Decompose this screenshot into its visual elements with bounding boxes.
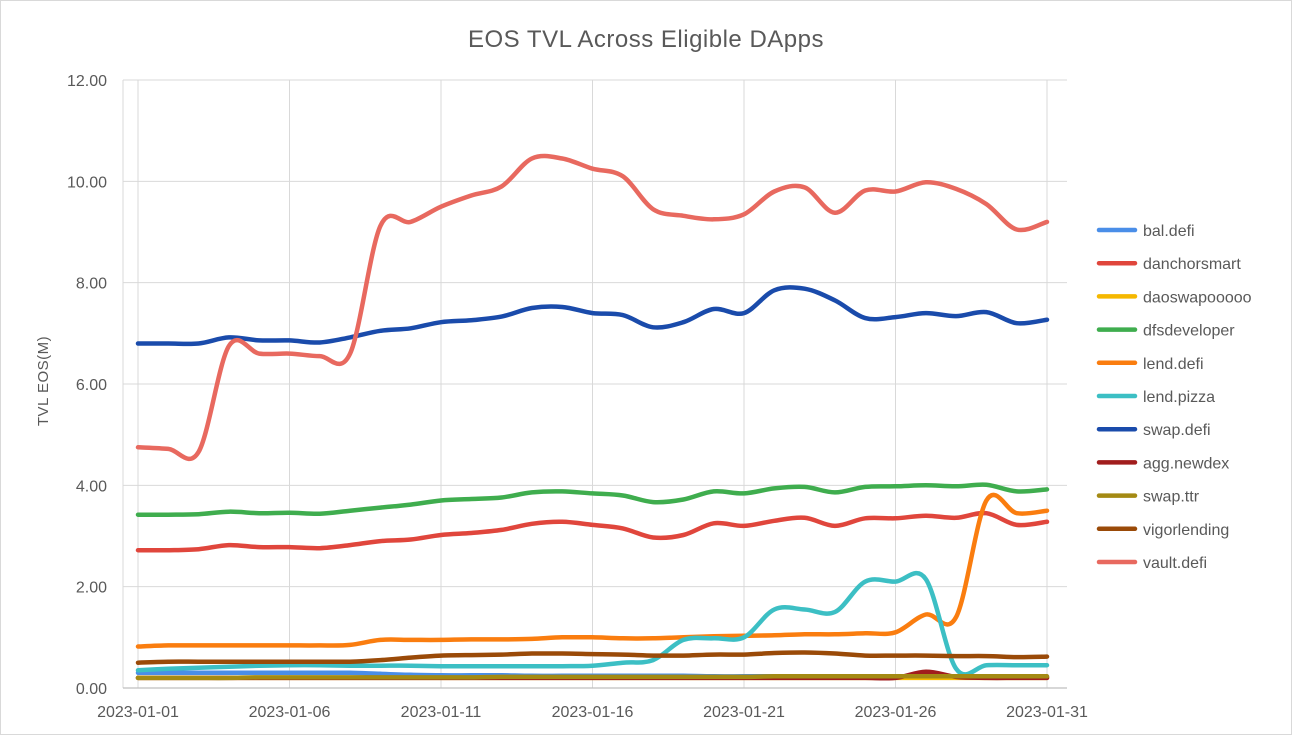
legend-label-lend-pizza: lend.pizza (1143, 389, 1215, 406)
x-tick-label: 2023-01-31 (1006, 704, 1088, 721)
legend-label-vault-defi: vault.defi (1143, 555, 1207, 572)
legend-label-vigorlending: vigorlending (1143, 522, 1229, 539)
series-line-vigorlending (135, 650, 1050, 665)
legend-label-daoswapooooo: daoswapooooo (1143, 289, 1252, 306)
y-tick-label: 6.00 (76, 377, 107, 394)
legend-label-danchorsmart: danchorsmart (1143, 256, 1241, 273)
y-tick-label: 4.00 (76, 478, 107, 495)
series-lines (135, 153, 1050, 681)
legend-label-dfsdeveloper: dfsdeveloper (1143, 323, 1235, 340)
x-tick-label: 2023-01-16 (552, 704, 634, 721)
gridlines (122, 79, 1067, 688)
series-line-dfsdeveloper (135, 482, 1050, 517)
series-line-swap-ttr (135, 674, 1050, 681)
legend: bal.defi danchorsmart daoswapooooo dfsdevel… (1096, 223, 1252, 572)
y-axis-title: TVL EOS(M) (35, 336, 52, 426)
legend-label-swap-ttr: swap.ttr (1143, 489, 1200, 506)
series-line-lend-defi (135, 492, 1050, 649)
legend-label-bal-defi: bal.defi (1143, 223, 1195, 240)
legend-label-swap-defi: swap.defi (1143, 422, 1211, 439)
y-tick-label: 10.00 (67, 174, 107, 191)
x-tick-label: 2023-01-26 (855, 704, 937, 721)
series-line-danchorsmart (135, 510, 1050, 553)
x-tick-label: 2023-01-21 (703, 704, 785, 721)
series-line-vault-defi (135, 153, 1050, 461)
x-tick-label: 2023-01-11 (401, 704, 482, 721)
chart-title: EOS TVL Across Eligible DApps (468, 26, 824, 53)
axes: 0.00 2.00 4.00 6.00 8.00 10.00 12.00 2023-01-01… (67, 73, 1088, 721)
legend-label-lend-defi: lend.defi (1143, 356, 1204, 373)
x-tick-label: 2023-01-06 (249, 704, 331, 721)
y-tick-label: 0.00 (76, 681, 107, 698)
y-tick-label: 2.00 (76, 580, 107, 597)
series-line-lend-pizza (135, 571, 1050, 677)
x-tick-label: 2023-01-01 (97, 704, 179, 721)
y-tick-label: 12.00 (67, 73, 107, 90)
y-tick-label: 8.00 (76, 276, 107, 293)
legend-label-agg-newdex: agg.newdex (1143, 455, 1229, 472)
series-line-swap-defi (135, 285, 1050, 347)
